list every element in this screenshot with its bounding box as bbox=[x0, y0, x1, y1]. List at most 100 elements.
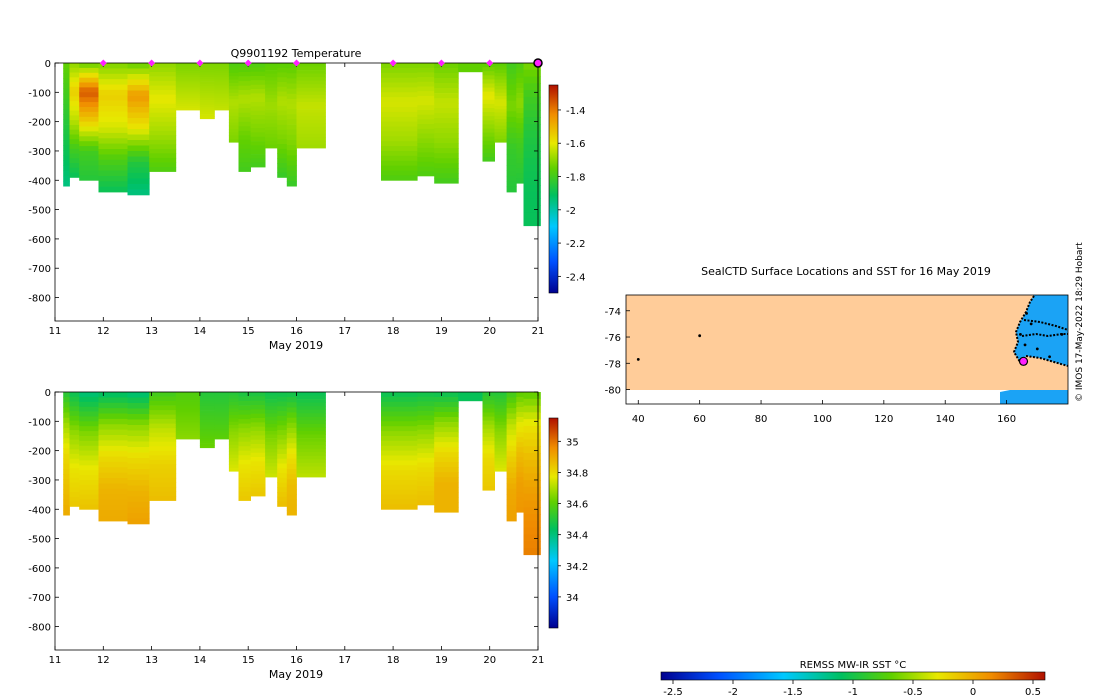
section-cell bbox=[265, 102, 278, 106]
section-cell bbox=[296, 466, 326, 471]
section-cell bbox=[250, 110, 266, 116]
section-cell bbox=[228, 401, 239, 406]
section-cell bbox=[482, 103, 495, 109]
temperature-panel: Q9901192 Temperature 0 -100 -200 -300 -400 -5… bbox=[28, 47, 585, 352]
section-cell bbox=[381, 97, 418, 103]
section-cell bbox=[523, 473, 541, 481]
section-cell bbox=[296, 109, 326, 113]
section-cell bbox=[149, 76, 177, 82]
section-cell bbox=[98, 143, 128, 150]
section-cell bbox=[79, 421, 99, 427]
y-tick-label: -200 bbox=[28, 447, 51, 458]
section-cell bbox=[250, 119, 266, 125]
section-cell bbox=[417, 457, 435, 463]
section-cell bbox=[79, 116, 99, 123]
section-cell bbox=[434, 422, 459, 428]
y-tick-label: -200 bbox=[28, 118, 51, 129]
section-cell bbox=[434, 447, 459, 453]
section-cell bbox=[381, 421, 418, 427]
section-cell bbox=[250, 426, 266, 432]
section-cell bbox=[98, 467, 128, 474]
section-cell bbox=[494, 418, 507, 423]
section-cell bbox=[63, 469, 70, 475]
section-cell bbox=[417, 86, 435, 92]
section-cell bbox=[228, 119, 239, 123]
section-cell bbox=[127, 90, 150, 97]
section-cell bbox=[127, 507, 150, 514]
section-cell bbox=[506, 461, 517, 468]
x-tick-label: 14 bbox=[194, 326, 207, 337]
section-cell bbox=[238, 423, 251, 429]
section-cell bbox=[286, 83, 297, 89]
section-cell bbox=[381, 392, 418, 398]
section-cell bbox=[506, 499, 517, 506]
section-cell bbox=[523, 493, 541, 501]
section-cell bbox=[494, 467, 507, 472]
section-cell bbox=[381, 92, 418, 98]
section-cell bbox=[149, 103, 177, 109]
section-cell bbox=[482, 453, 495, 458]
section-cell bbox=[149, 491, 177, 497]
section-cell bbox=[199, 86, 215, 89]
section-cell bbox=[238, 90, 251, 95]
section-cell bbox=[98, 451, 128, 457]
section-cell bbox=[434, 108, 459, 114]
section-cell bbox=[127, 441, 150, 448]
section-cell bbox=[63, 402, 70, 408]
section-cell bbox=[286, 109, 297, 115]
section-cell bbox=[149, 432, 177, 438]
section-cell bbox=[417, 143, 435, 149]
section-cell bbox=[381, 136, 418, 142]
section-cell bbox=[516, 78, 524, 84]
section-cell bbox=[277, 468, 288, 474]
section-cell bbox=[516, 447, 524, 453]
section-cell bbox=[417, 67, 435, 73]
section-cell bbox=[149, 477, 177, 483]
section-cell bbox=[199, 429, 215, 432]
section-cell bbox=[296, 402, 326, 407]
section-cell bbox=[434, 78, 459, 84]
section-cell bbox=[417, 152, 435, 158]
temperature-colorbar-ticks: -1.4 -1.6 -1.8 -2 -2.2 -2.4 bbox=[558, 106, 586, 283]
map-x-tick-label: 140 bbox=[936, 414, 955, 425]
section-cell bbox=[69, 415, 80, 421]
section-cell bbox=[238, 144, 251, 150]
section-cell bbox=[228, 461, 239, 465]
section-cell bbox=[63, 73, 70, 79]
section-cell bbox=[98, 472, 128, 479]
section-cell bbox=[506, 494, 517, 500]
section-cell bbox=[175, 419, 201, 422]
section-cell bbox=[199, 443, 215, 446]
section-cell bbox=[265, 395, 278, 400]
section-cell bbox=[63, 453, 70, 460]
section-cell bbox=[516, 402, 524, 408]
section-cell bbox=[417, 415, 435, 421]
section-cell bbox=[149, 81, 177, 86]
section-cell bbox=[199, 102, 215, 106]
section-cell bbox=[228, 428, 239, 432]
section-cell bbox=[149, 67, 177, 73]
y-tick-label: 0 bbox=[45, 388, 51, 399]
section-cell bbox=[265, 133, 278, 138]
section-cell bbox=[265, 63, 278, 67]
section-cell bbox=[381, 151, 418, 157]
section-cell bbox=[277, 415, 288, 421]
section-cell bbox=[149, 450, 177, 456]
section-cell bbox=[523, 212, 541, 220]
section-cell bbox=[516, 467, 524, 473]
section-cell bbox=[296, 116, 326, 120]
section-cell bbox=[214, 427, 230, 430]
section-cell bbox=[417, 396, 435, 402]
section-cell bbox=[175, 86, 201, 89]
section-cell bbox=[199, 440, 215, 444]
section-cell bbox=[296, 416, 326, 421]
section-cell bbox=[482, 120, 495, 125]
section-cell bbox=[69, 148, 80, 154]
section-cell bbox=[482, 132, 495, 138]
section-cell bbox=[79, 146, 99, 152]
section-cell bbox=[434, 467, 459, 473]
section-cell bbox=[250, 128, 266, 133]
section-cell bbox=[516, 452, 524, 458]
section-cell bbox=[69, 430, 80, 436]
section-cell bbox=[296, 445, 326, 449]
